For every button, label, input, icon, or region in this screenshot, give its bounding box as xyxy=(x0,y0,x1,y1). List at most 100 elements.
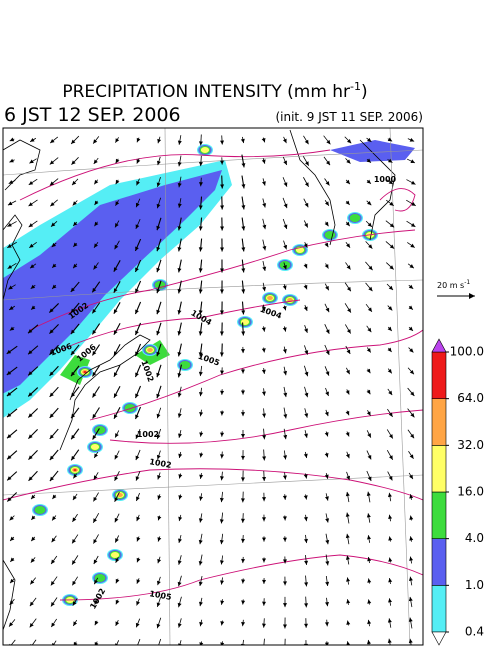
wind-arrow-head xyxy=(346,286,351,292)
wind-arrow-head xyxy=(240,518,245,523)
wind-arrow-head xyxy=(92,435,97,440)
wind-arrow-head xyxy=(220,621,225,626)
wind-arrow-head xyxy=(177,310,182,315)
wind-arrow-head xyxy=(262,476,267,482)
wind-arrow-head xyxy=(324,432,329,437)
wind-arrow-head xyxy=(325,539,330,545)
wind-arrow-head xyxy=(70,329,75,335)
wind-arrow-head xyxy=(388,434,393,439)
colorbar: 0.4 1.0 4.0 16.0 32.0 64.0 100.0 xyxy=(431,338,484,646)
wind-arrow-head xyxy=(219,497,224,503)
title-close: ) xyxy=(361,82,368,102)
wind-arrow-head xyxy=(408,326,413,331)
wind-arrow-head xyxy=(92,287,97,293)
title: PRECIPITATION INTENSITY (mm hr-1) xyxy=(62,80,367,102)
wind-arrow-head xyxy=(94,641,99,645)
wind-arrow-head xyxy=(30,137,35,142)
wind-arrow-head xyxy=(6,391,12,397)
wind-arrow-head xyxy=(49,455,54,460)
wind-arrow-head xyxy=(282,559,287,564)
wind-arrow-head xyxy=(136,496,140,501)
wind-arrow-head xyxy=(367,137,372,142)
wind-arrow-head xyxy=(241,184,246,189)
wind-arrow-head xyxy=(52,516,57,521)
wind-arrow-head xyxy=(389,223,395,228)
title-text: PRECIPITATION INTENSITY (mm hr xyxy=(62,82,350,102)
wind-arrow-head xyxy=(28,180,34,185)
wind-arrow-head xyxy=(345,390,350,395)
wind-arrow-head xyxy=(135,414,139,419)
wind-arrow-head xyxy=(113,351,118,356)
wind-arrow-head xyxy=(157,537,162,542)
longitude-line xyxy=(389,128,411,645)
wind-arrow-head xyxy=(283,434,288,440)
wind-scale: 20 m s-1 xyxy=(437,279,475,299)
wind-arrow-head xyxy=(156,434,161,440)
wind-arrow-head xyxy=(198,268,203,273)
wind-arrow-head xyxy=(198,182,203,187)
wind-arrow-head xyxy=(7,455,12,460)
wind-arrow-head xyxy=(219,539,224,545)
precip-cell xyxy=(34,506,46,514)
wind-arrow-head xyxy=(30,580,35,585)
wind-arrow-head xyxy=(113,288,118,293)
wind-arrow-head xyxy=(177,331,182,336)
wind-arrow-head xyxy=(262,203,267,208)
wind-arrow-head xyxy=(325,350,330,356)
wind-arrow-head xyxy=(156,580,161,586)
wind-arrow-head xyxy=(28,223,34,228)
wind-arrow-head xyxy=(31,536,36,542)
colorbar-label: 1.0 xyxy=(465,578,484,592)
wind-arrow-head xyxy=(177,162,182,167)
wind-arrow-head xyxy=(240,498,245,503)
isobar xyxy=(3,468,423,501)
wind-arrow-head xyxy=(324,622,329,627)
wind-arrow-head xyxy=(135,372,139,377)
wind-arrow-head xyxy=(156,623,161,629)
wind-arrow-head xyxy=(345,179,350,185)
wind-arrow-head xyxy=(71,413,76,419)
wind-arrow-head xyxy=(283,414,288,419)
colorbar-under xyxy=(431,631,447,646)
wind-arrow-head xyxy=(220,370,225,375)
wind-arrow-head xyxy=(51,537,56,543)
coast xyxy=(3,139,41,191)
wind-arrow-head xyxy=(93,265,98,270)
wind-arrow-head xyxy=(409,137,415,142)
wind-arrow-head xyxy=(71,455,76,461)
wind-arrow-head xyxy=(198,352,203,357)
wind-arrow-head xyxy=(304,328,308,333)
wind-arrow-head xyxy=(366,411,371,416)
wind-arrow-head xyxy=(93,139,98,144)
wind-arrow-head xyxy=(368,286,373,292)
precip-cell xyxy=(73,469,77,471)
wind-arrow-head xyxy=(388,412,393,417)
wind-scale-label: 20 m s-1 xyxy=(437,279,470,290)
wind-arrow-head xyxy=(283,581,288,586)
wind-arrow-head xyxy=(72,580,77,586)
wind-arrow-head xyxy=(367,476,372,481)
wind-arrow-head xyxy=(409,474,413,480)
wind-arrow-head xyxy=(135,622,140,628)
wind-arrow-head xyxy=(304,350,309,355)
wind-arrow-head xyxy=(92,329,97,335)
wind-arrow-head xyxy=(49,476,54,482)
wind-arrow-head xyxy=(135,330,139,335)
wind-arrow-head xyxy=(389,265,394,270)
wind-arrow-head xyxy=(346,577,351,582)
colorbar-label: 0.4 xyxy=(465,625,484,639)
colorbar-segment xyxy=(431,445,447,493)
wind-arrow-head xyxy=(177,392,182,398)
wind-arrow-head xyxy=(389,244,395,249)
wind-arrow-head xyxy=(115,158,120,164)
wind-arrow-head xyxy=(156,203,161,209)
wind-arrow-head xyxy=(367,578,372,583)
wind-arrow-head xyxy=(94,620,99,626)
wind-arrow-head xyxy=(219,310,224,315)
wind-arrow-head xyxy=(136,557,141,563)
wind-arrow-head xyxy=(94,179,99,185)
wind-arrow-head xyxy=(388,306,393,311)
wind-arrow-head xyxy=(241,579,246,584)
wind-arrow-head xyxy=(346,369,350,375)
wind-arrow-head xyxy=(325,601,330,607)
